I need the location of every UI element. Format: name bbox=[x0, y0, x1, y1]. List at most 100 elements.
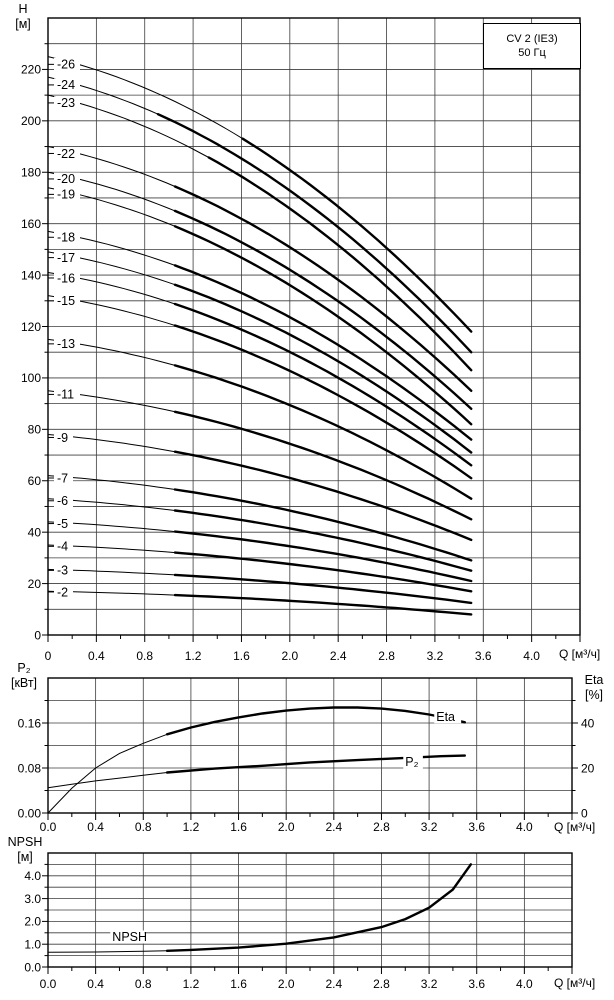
curve-label-bg bbox=[54, 387, 80, 401]
eta-axis-symbol: Eta bbox=[584, 673, 604, 687]
x-tick-label: 2.0 bbox=[281, 649, 298, 663]
eta-curve-bold-segment bbox=[165, 706, 466, 736]
stage-curve-label: -16 bbox=[57, 271, 75, 285]
p2-tick-label: 0.16 bbox=[18, 716, 42, 730]
eta-axis-title: Eta [%] bbox=[576, 673, 612, 703]
curve-label-bg bbox=[54, 517, 73, 531]
x-tick-label: 4.0 bbox=[523, 649, 540, 663]
curve-label-bg bbox=[54, 471, 73, 485]
y-tick-label: 160 bbox=[21, 217, 41, 231]
pump-curve-bold-segment bbox=[173, 410, 473, 521]
y-tick-label: 20 bbox=[28, 577, 42, 591]
pump-curve bbox=[47, 56, 472, 332]
x-tick-label: 2.4 bbox=[325, 820, 342, 834]
x-tick-label: 3.6 bbox=[468, 977, 485, 991]
stage-curve-label: -18 bbox=[57, 231, 75, 245]
x-tick-label: 0.0 bbox=[40, 977, 57, 991]
eta-tick-label: 0 bbox=[581, 806, 588, 820]
npsh-tick-label: 2.0 bbox=[24, 915, 41, 929]
npsh-tick-label: 0.0 bbox=[24, 960, 41, 974]
flow-axis-label-npsh: Q [м³/ч] bbox=[554, 976, 596, 990]
x-tick-label: 0 bbox=[45, 649, 52, 663]
pump-curve-bold-segment bbox=[173, 264, 473, 441]
y-tick-label: 0 bbox=[34, 628, 41, 642]
npsh-axis-unit: [м] bbox=[17, 850, 33, 864]
pump-curve-bold-segment bbox=[173, 185, 473, 392]
pump-curve-bold-segment bbox=[173, 225, 473, 426]
curve-label-bg bbox=[54, 78, 80, 92]
curve-label-bg bbox=[54, 294, 80, 308]
x-tick-label: 2.8 bbox=[373, 820, 390, 834]
p2-tick-label: 0.08 bbox=[18, 761, 42, 775]
curve-label-bg bbox=[54, 57, 80, 71]
pump-curve-bold-segment bbox=[173, 530, 473, 583]
x-tick-label: 1.6 bbox=[233, 649, 250, 663]
p2-curve bbox=[47, 755, 465, 789]
pump-curve-bold-segment bbox=[173, 324, 473, 480]
curve-label-bg bbox=[54, 494, 73, 508]
x-tick-label: 1.6 bbox=[230, 820, 247, 834]
stage-curve-label: -26 bbox=[57, 58, 75, 72]
x-tick-label: 1.2 bbox=[185, 649, 202, 663]
stage-curve-label: -9 bbox=[57, 431, 68, 445]
stage-curve-label: -3 bbox=[57, 564, 68, 578]
stage-curve-label: -24 bbox=[57, 78, 75, 92]
power-axis-symbol: P₂ bbox=[17, 661, 31, 675]
x-tick-label: 0.0 bbox=[40, 820, 57, 834]
y-tick-label: 180 bbox=[21, 166, 41, 180]
x-tick-label: 4.0 bbox=[516, 820, 533, 834]
curve-label-bg bbox=[54, 271, 80, 285]
npsh-tick-label: 1.0 bbox=[24, 938, 41, 952]
stage-curve-label: -6 bbox=[57, 494, 68, 508]
curve-label-bg bbox=[110, 930, 145, 944]
pump-curve-bold-segment bbox=[173, 283, 473, 454]
pump-curve-bold-segment bbox=[173, 450, 473, 542]
x-tick-label: 1.2 bbox=[183, 820, 200, 834]
npsh-curve-bold-segment bbox=[165, 863, 472, 952]
pump-curve-bold-segment bbox=[173, 302, 473, 467]
stage-curve-label: -20 bbox=[57, 172, 75, 186]
x-tick-label: 0.8 bbox=[136, 649, 153, 663]
p2-curve-label: P₂ bbox=[405, 755, 418, 769]
npsh-tick-label: 3.0 bbox=[24, 892, 41, 906]
eta-axis-unit: [%] bbox=[584, 688, 604, 702]
eta-tick-label: 40 bbox=[581, 716, 595, 730]
head-axis-unit: [м] bbox=[15, 17, 31, 31]
npsh-axis-symbol: NPSH bbox=[7, 835, 43, 849]
curve-label-bg bbox=[54, 539, 73, 553]
y-tick-label: 140 bbox=[21, 268, 41, 282]
power-axis-title: P₂ [кВт] bbox=[2, 661, 46, 691]
curve-label-bg bbox=[54, 172, 80, 186]
curve-label-bg bbox=[54, 430, 73, 444]
y-tick-label: 200 bbox=[21, 114, 41, 128]
x-tick-label: 2.0 bbox=[278, 977, 295, 991]
flow-axis-label-power: Q [м³/ч] bbox=[554, 820, 596, 834]
pump-curve-bold-segment bbox=[241, 137, 473, 333]
x-tick-label: 2.8 bbox=[378, 649, 395, 663]
p2-curve-bold-segment bbox=[165, 754, 466, 774]
eta-tick-label: 20 bbox=[581, 761, 595, 775]
pump-curve bbox=[47, 295, 472, 479]
curve-label-bg bbox=[54, 251, 80, 265]
curve-label-bg bbox=[434, 710, 462, 724]
curve-label-bg bbox=[54, 146, 80, 160]
power-axis-unit: [кВт] bbox=[10, 676, 38, 690]
pump-curve bbox=[47, 94, 472, 371]
stage-curve-label: -4 bbox=[57, 540, 68, 554]
pump-curve-bold-segment bbox=[173, 509, 473, 572]
pump-curve-bold-segment bbox=[156, 113, 473, 354]
pump-model: CV 2 (IE3) bbox=[506, 33, 558, 45]
x-tick-label: 3.6 bbox=[475, 649, 492, 663]
pump-curve-bold-segment bbox=[173, 209, 473, 410]
x-tick-label: 0.4 bbox=[87, 820, 104, 834]
y-tick-label: 40 bbox=[28, 525, 42, 539]
x-tick-label: 1.6 bbox=[230, 977, 247, 991]
pump-curve bbox=[47, 171, 472, 410]
head-axis-title: H [м] bbox=[4, 2, 42, 32]
y-tick-label: 60 bbox=[28, 474, 42, 488]
title-box: CV 2 (IE3) 50 Гц bbox=[483, 23, 581, 69]
stage-curve-label: -23 bbox=[57, 96, 75, 110]
x-tick-label: 2.4 bbox=[325, 977, 342, 991]
